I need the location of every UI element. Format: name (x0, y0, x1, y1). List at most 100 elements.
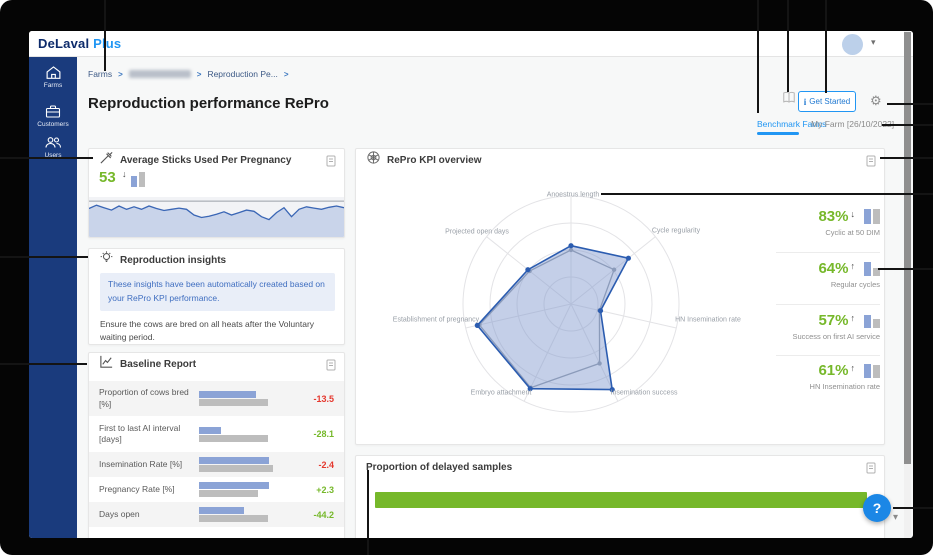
sidebar-item-users[interactable]: Users (29, 135, 77, 159)
sidebar-item-label: Farms (43, 82, 63, 89)
benchmark-mini-bar (873, 268, 880, 276)
sidebar-item-label: Users (44, 152, 62, 159)
delaval-plus-logo[interactable]: DeLaval Plus (38, 36, 121, 51)
radar-axis-label: Insemination success (610, 389, 678, 397)
annotation-line (0, 157, 93, 159)
kpi-value-row: 83% ↓ (780, 209, 880, 224)
breadcrumb-item-farms[interactable]: Farms (88, 69, 113, 79)
users-icon (29, 135, 77, 150)
annotation-line (0, 256, 88, 258)
kpi-percentage: 64% (818, 260, 849, 277)
baseline-row: First to last AI interval [days] -28.1 (89, 416, 344, 452)
sidebar-item-farms[interactable]: Farms (29, 65, 77, 89)
baseline-row-value: -44.2 (313, 509, 334, 520)
card-title: Proportion of delayed samples (366, 461, 513, 473)
radar-axis-label: Establishment of pregnancy (392, 316, 480, 324)
card-menu-icon[interactable] (326, 358, 336, 376)
user-avatar[interactable] (842, 34, 863, 55)
benchmark-mini-bar (873, 209, 880, 224)
gear-icon[interactable]: ⚙ (870, 93, 882, 108)
help-button[interactable]: ? (863, 494, 891, 522)
logo-text-secondary: Plus (93, 36, 122, 51)
card-title: Reproduction insights (120, 254, 227, 266)
farm-mini-bar (864, 209, 871, 224)
kpi-value-row: 61% ↑ (780, 363, 880, 378)
annotation-line (887, 103, 933, 105)
baseline-row-value: -13.5 (313, 393, 334, 404)
card-baseline-report: Baseline Report Proportion of cows bred … (88, 352, 345, 538)
baseline-row-bars (199, 390, 294, 407)
mini-bar-pair (864, 364, 880, 378)
annotation-line (0, 363, 87, 365)
line-chart-icon (99, 354, 114, 374)
breadcrumb: Farms > > Reproduction Pe... > (88, 69, 289, 79)
sidebar-item-customers[interactable]: Customers (29, 104, 77, 128)
card-average-sticks: Average Sticks Used Per Pregnancy 53 ↓ (88, 148, 345, 238)
mini-bar-pair (131, 171, 145, 187)
mini-bar-pair (864, 315, 880, 328)
breadcrumb-item-reproduction[interactable]: Reproduction Pe... (207, 69, 278, 79)
annotation-line (882, 124, 933, 126)
kpi-value-row: 57% ↑ (780, 313, 880, 328)
benchmark-bar (199, 490, 259, 497)
kpi-label: Cyclic at 50 DIM (825, 228, 880, 237)
baseline-row-bars (199, 456, 294, 473)
chevron-down-icon[interactable]: ▾ (871, 37, 876, 47)
baseline-rows: Proportion of cows bred [%] -13.5 First to… (89, 381, 344, 527)
kpi-divider (776, 304, 880, 305)
report-book-icon[interactable] (782, 91, 796, 109)
scrollbar-thumb[interactable] (904, 32, 911, 464)
kpi-item: 64% ↑ Regular cycles (780, 261, 880, 289)
benchmark-bar (199, 399, 268, 406)
kpi-item: 57% ↑ Success on first AI service (780, 313, 880, 341)
trend-down-icon: ↓ (850, 209, 856, 219)
breadcrumb-item-farm-name[interactable] (128, 70, 191, 78)
annotation-line (825, 0, 827, 93)
farm-bar (199, 507, 245, 514)
trend-down-icon: ↓ (122, 169, 127, 179)
baseline-row: Days open -44.2 (89, 502, 344, 527)
farm-mini-bar (864, 262, 871, 276)
kpi-percentage: 57% (818, 312, 849, 329)
card-menu-icon[interactable] (866, 461, 876, 479)
app-window: DeLaval Plus ▾ Farms Customers Users Far… (29, 31, 913, 538)
sidebar-nav: Farms Customers Users (29, 57, 77, 538)
benchmark-bar (199, 434, 268, 442)
syringe-icon (99, 150, 114, 170)
kpi-item: 61% ↑ HN Insemination rate (780, 363, 880, 391)
radar-chart (462, 195, 680, 413)
farm-bar (199, 482, 269, 489)
benchmark-mini-bar (873, 319, 880, 328)
baseline-row-label: Days open (99, 508, 140, 519)
top-bar: DeLaval Plus ▾ (29, 31, 913, 57)
card-title: Average Sticks Used Per Pregnancy (120, 154, 292, 166)
insights-note: Ensure the cows are bred on all heats af… (100, 319, 315, 342)
trend-up-icon: ↑ (850, 363, 856, 373)
farm-mini-bar (864, 315, 871, 328)
card-menu-icon[interactable] (326, 154, 336, 172)
briefcase-icon (29, 104, 77, 119)
card-reproduction-insights: Reproduction insights These insights hav… (88, 248, 345, 345)
kpi-percentage: 61% (818, 362, 849, 379)
farm-icon (29, 65, 77, 80)
radar-axis-label: Embryo attachment (470, 389, 532, 397)
card-menu-icon[interactable] (866, 154, 876, 172)
kpi-label: Success on first AI service (792, 332, 880, 341)
annotation-line (880, 157, 933, 159)
tab-benchmark-farms[interactable]: Benchmark Farms (757, 119, 827, 129)
vertical-scrollbar[interactable] (904, 31, 911, 538)
info-icon: i (803, 96, 807, 107)
card-delayed-samples: Proportion of delayed samples (355, 455, 885, 538)
farm-bar (199, 391, 257, 398)
kpi-percentage: 83% (818, 208, 849, 225)
kpi-label: HN Insemination rate (809, 382, 880, 391)
tab-my-farm[interactable]: My Farm [26/10/2022] (811, 119, 895, 129)
benchmark-mini-bar (873, 365, 880, 378)
get-started-button[interactable]: i Get Started (798, 91, 856, 112)
baseline-row-label: Proportion of cows bred [%] (99, 387, 189, 409)
card-repro-kpi-overview: RePro KPI overview Anoestrus length Cycle… (355, 148, 885, 445)
benchmark-bar (199, 465, 273, 472)
baseline-row-bars (199, 426, 294, 443)
annotation-line (757, 0, 759, 113)
delayed-samples-bar (375, 492, 867, 508)
